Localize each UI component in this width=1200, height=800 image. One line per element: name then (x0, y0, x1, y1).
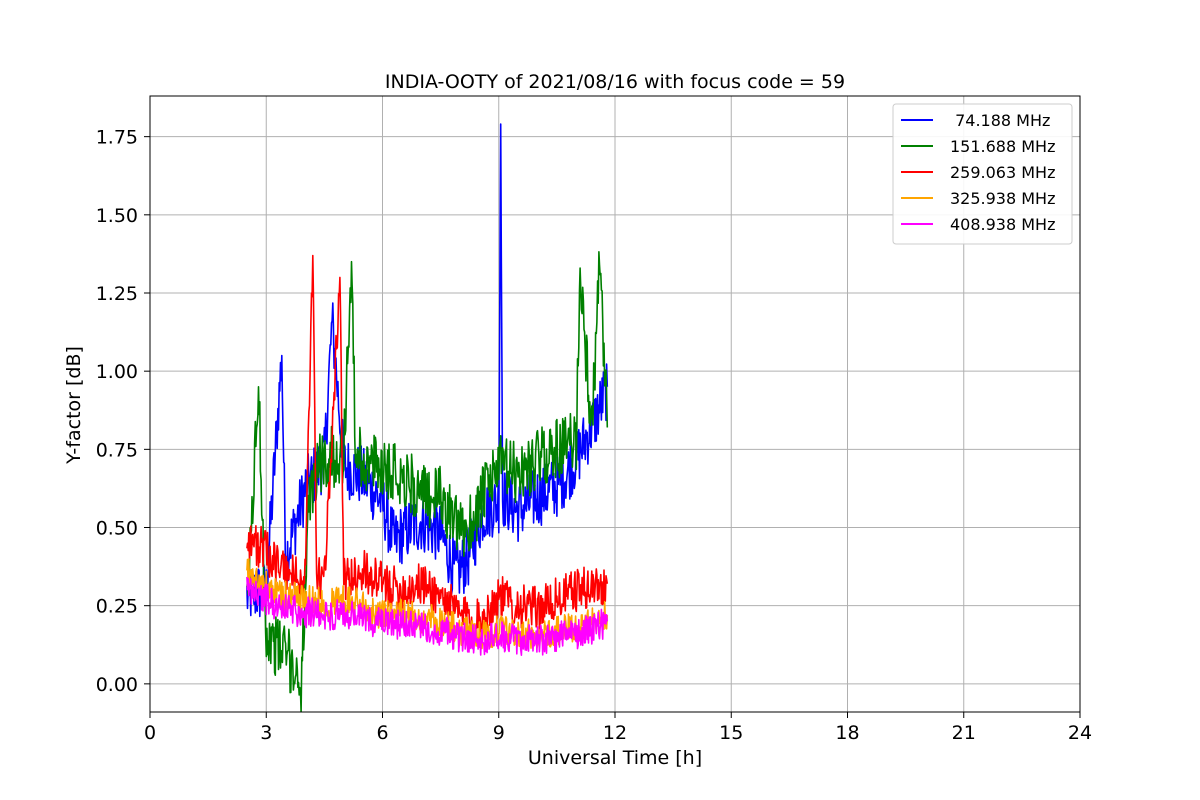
x-tick-label: 21 (952, 722, 976, 744)
x-tick-label: 18 (835, 722, 859, 744)
legend: 74.188 MHz 151.688 MHz 259.063 MHz 325.938 … (892, 103, 1073, 245)
x-tick-label: 0 (144, 722, 156, 744)
y-tick-label: 1.50 (96, 205, 138, 227)
y-tick-label: 0.75 (96, 439, 138, 461)
legend-label: 151.688 MHz (950, 137, 1055, 156)
x-axis-label: Universal Time [h] (528, 747, 702, 769)
y-axis-label: Y-factor [dB] (63, 346, 85, 465)
x-tick-label: 12 (603, 722, 627, 744)
legend-label: 325.938 MHz (950, 189, 1055, 208)
y-tick-label: 0.50 (96, 518, 138, 540)
x-tick-label: 9 (493, 722, 505, 744)
legend-box (892, 103, 1073, 245)
x-axis-ticks: 0 3 6 9 12 15 18 21 24 (144, 712, 1092, 744)
x-tick-label: 6 (376, 722, 388, 744)
y-tick-label: 1.75 (96, 127, 138, 149)
y-tick-label: 1.25 (96, 283, 138, 305)
x-tick-label: 24 (1068, 722, 1092, 744)
series-line (246, 254, 609, 642)
legend-label: 259.063 MHz (950, 163, 1055, 182)
series-group (246, 123, 609, 712)
series-line (246, 251, 609, 712)
x-tick-label: 15 (719, 722, 743, 744)
y-axis-ticks: 0.00 0.25 0.50 0.75 1.00 1.25 1.50 1.75 (96, 127, 150, 696)
y-tick-label: 0.00 (96, 674, 138, 696)
x-tick-label: 3 (260, 722, 272, 744)
legend-label: 408.938 MHz (950, 215, 1055, 234)
legend-label: 74.188 MHz (950, 111, 1050, 130)
chart-title: INDIA-OOTY of 2021/08/16 with focus code… (385, 71, 845, 93)
y-tick-label: 1.00 (96, 361, 138, 383)
series-line (246, 576, 609, 656)
y-tick-label: 0.25 (96, 596, 138, 618)
